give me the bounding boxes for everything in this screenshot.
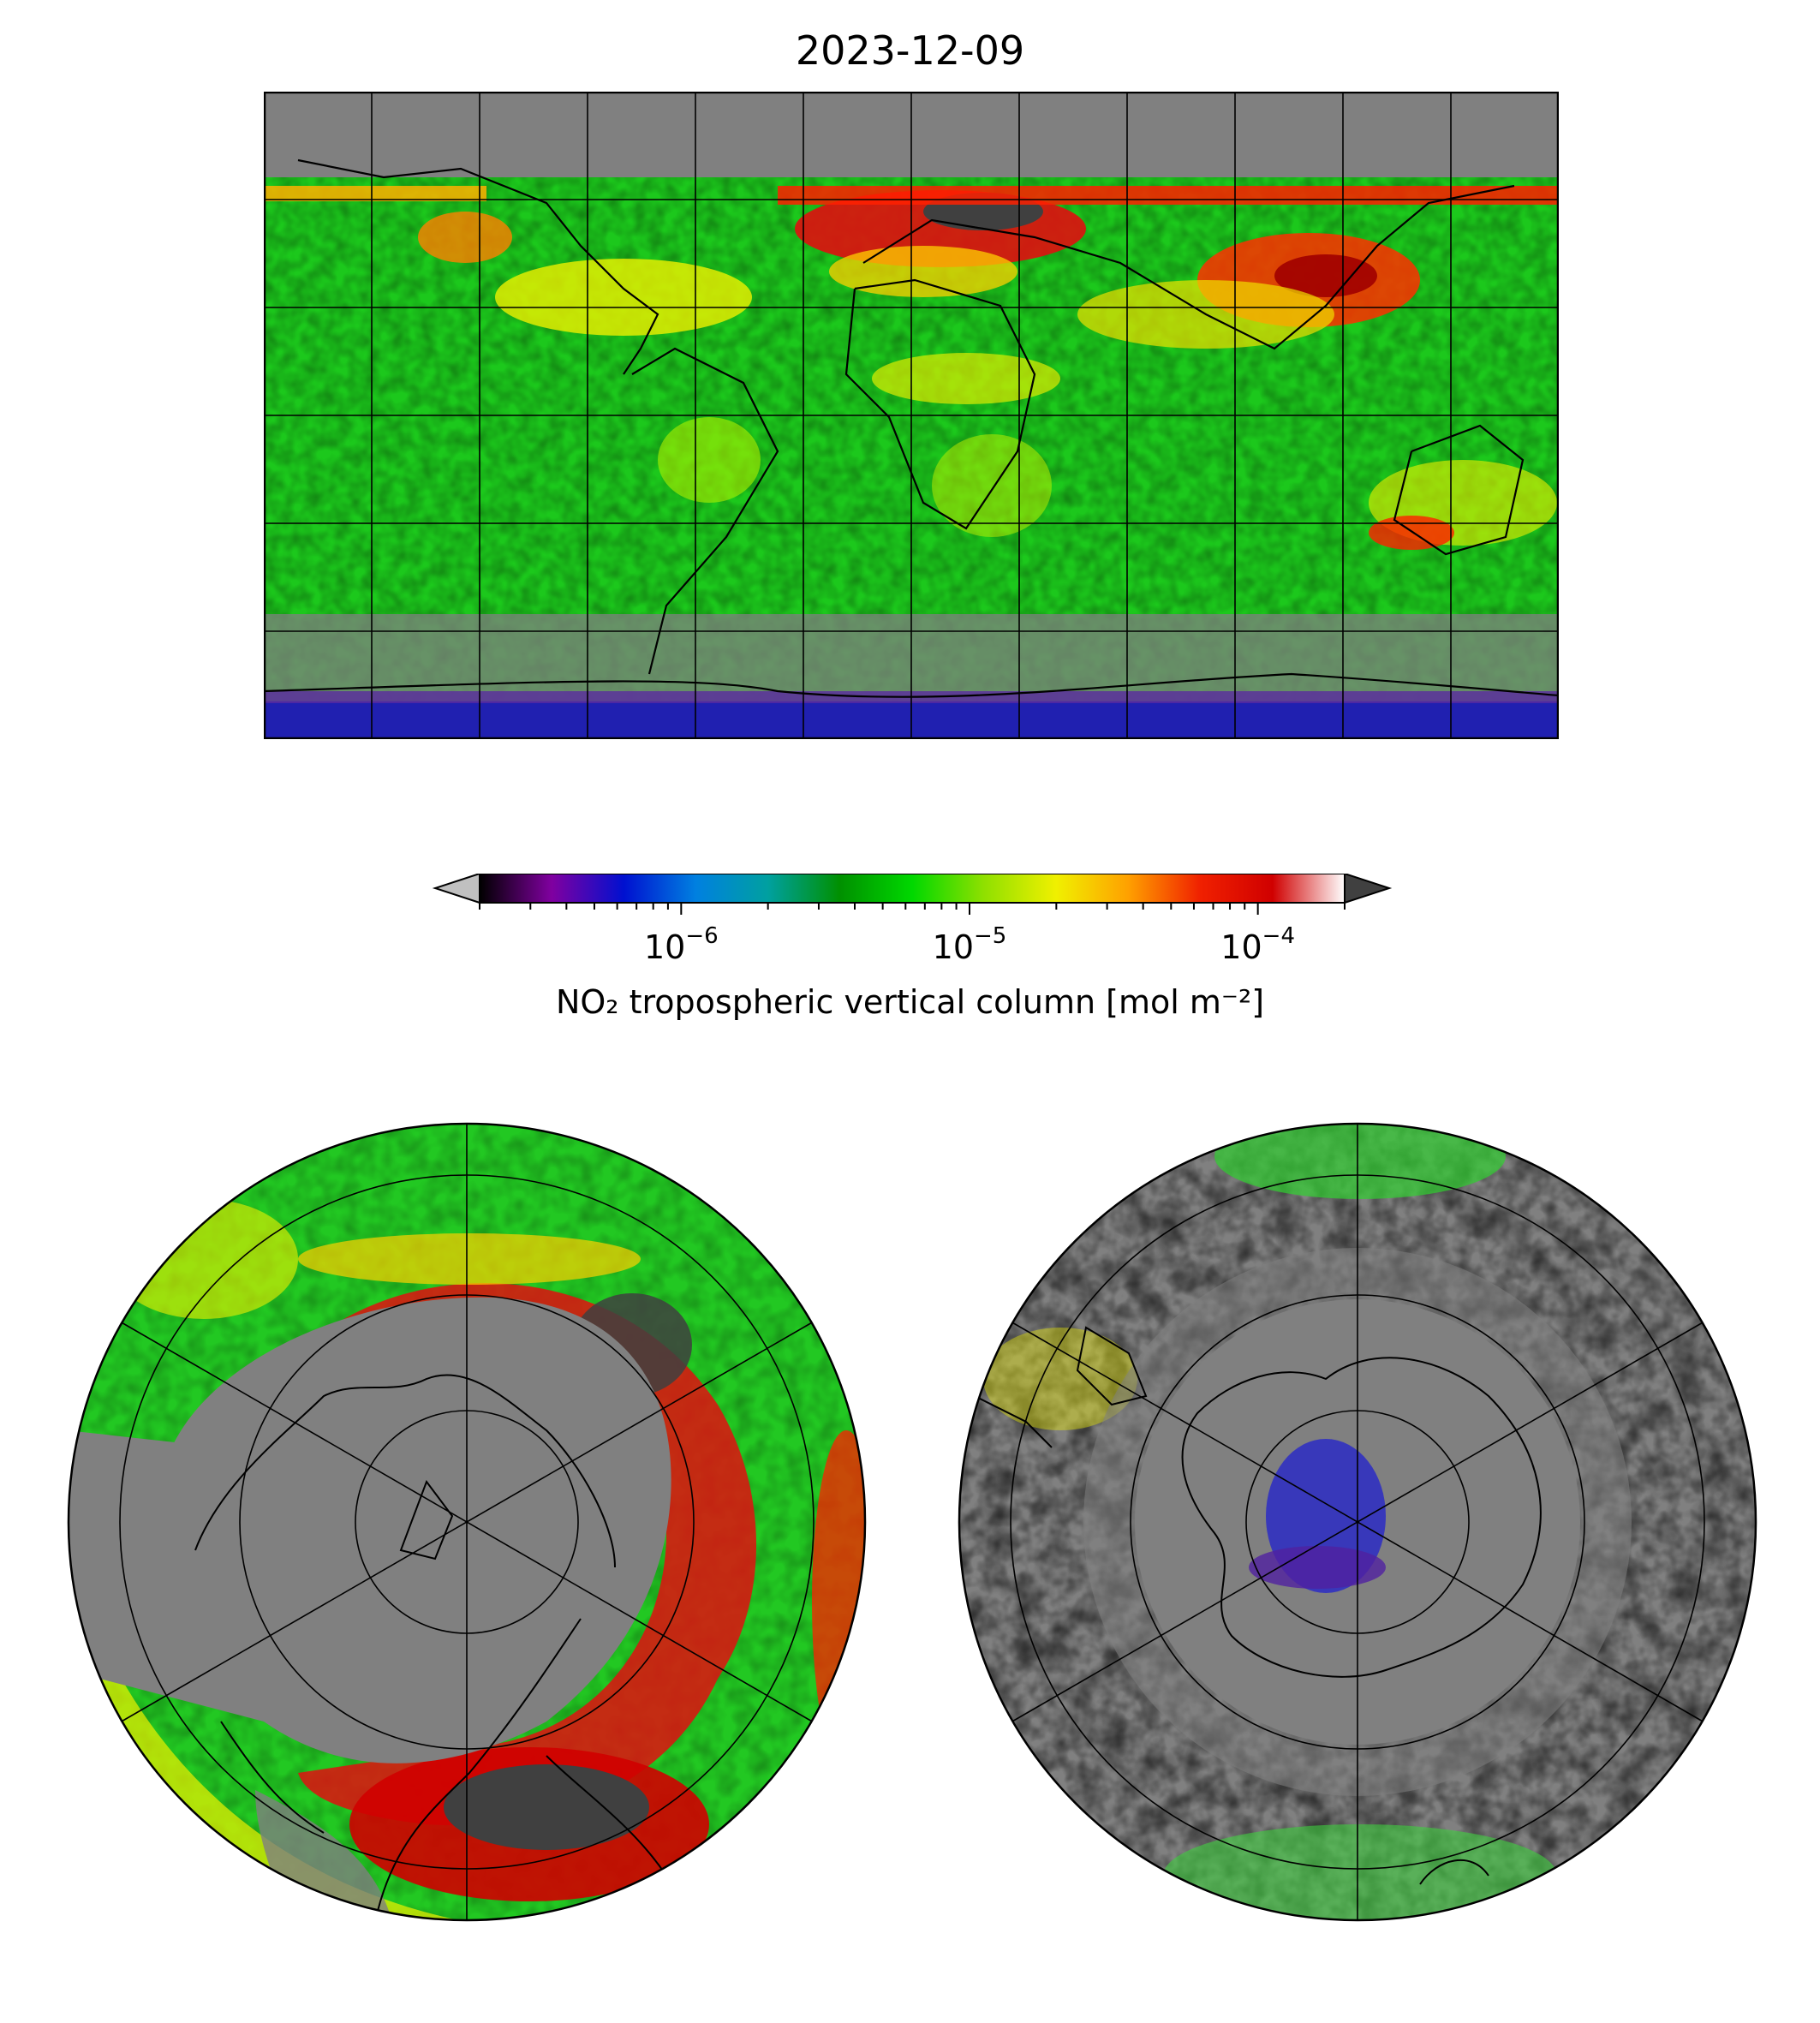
colorbar-under-arrow [432, 874, 480, 904]
map-frame [67, 1122, 867, 1922]
colorbar-label: NO₂ tropospheric vertical column [mol m⁻… [555, 983, 1265, 1021]
gridlines [119, 1124, 815, 1920]
hotspot-north-america [495, 259, 752, 336]
gridlines [264, 92, 1559, 739]
coastlines [194, 1374, 667, 1920]
colorbar-tick-label: 10−6 [643, 923, 719, 966]
colorbar-over-arrow [1344, 874, 1393, 904]
arctic-no-data [159, 1297, 671, 1763]
colorbar-tick-label: 10−5 [932, 923, 1007, 966]
south-polar-map [958, 1122, 1757, 1922]
gridlines [1010, 1124, 1705, 1920]
north-polar-map [67, 1122, 867, 1922]
colorbar [432, 874, 1393, 915]
colorbar-tick-label: 10−4 [1220, 923, 1295, 966]
colorbar-ticks [479, 903, 1346, 915]
map-frame [958, 1122, 1757, 1922]
coastlines [264, 158, 1559, 698]
figure-title: 2023-12-09 [795, 27, 1025, 74]
global-map [264, 92, 1559, 739]
colorbar-body [479, 874, 1346, 904]
map-frame [264, 92, 1559, 739]
